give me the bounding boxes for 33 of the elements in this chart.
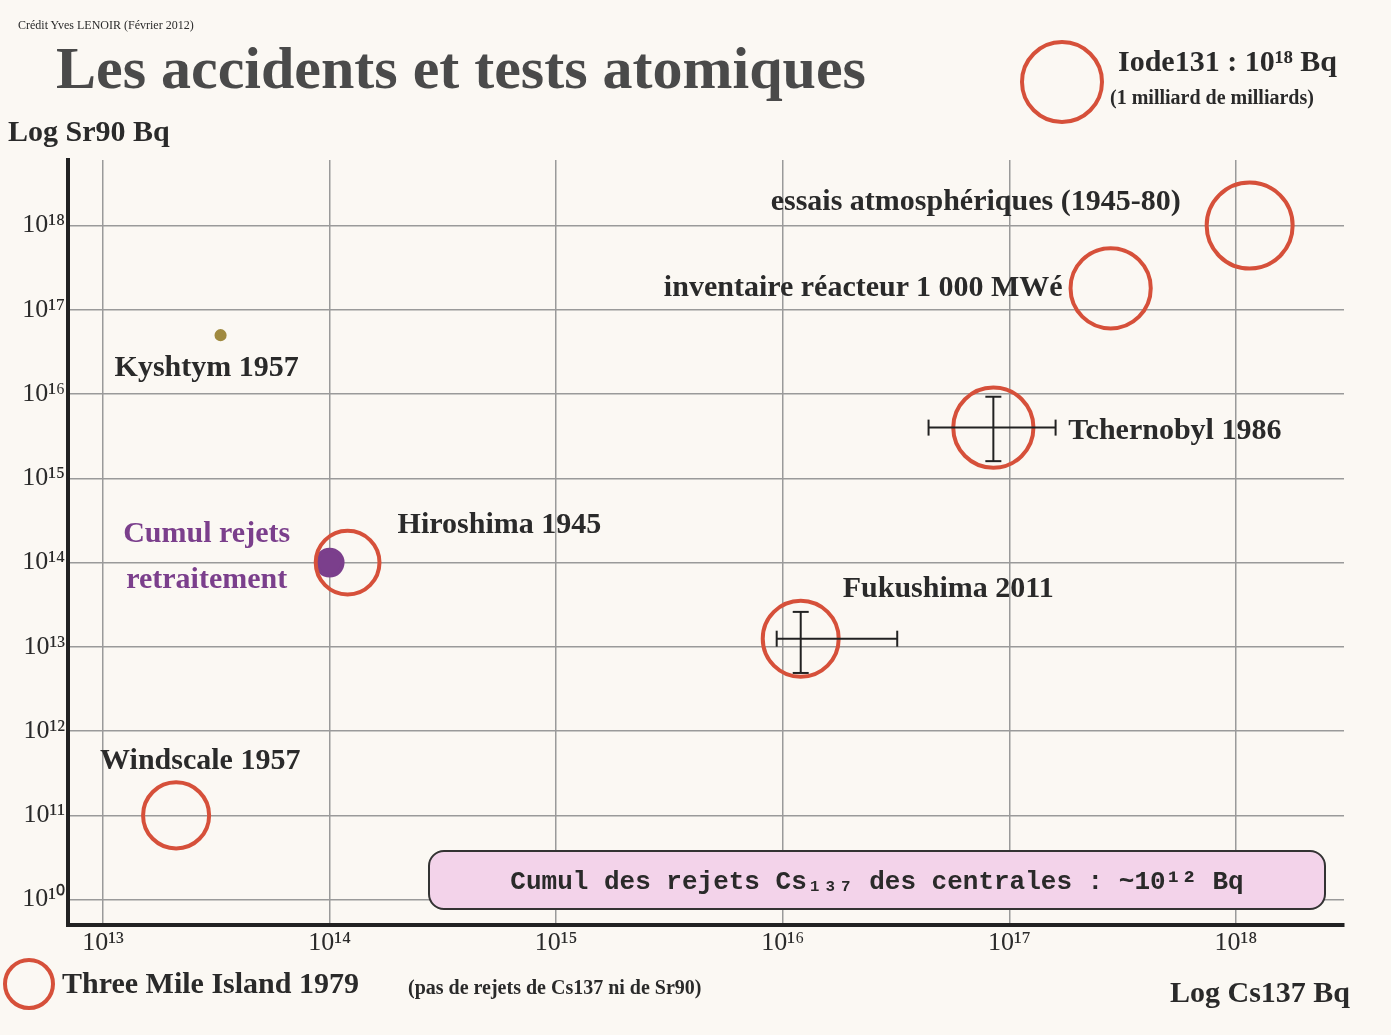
note-box: Cumul des rejets Cs₁₃₇ des centrales : ~10¹² Bq: [428, 850, 1326, 910]
y-tick-label: 10¹⁸: [22, 209, 65, 239]
y-tick-label: 10¹⁶: [22, 377, 65, 407]
text: Crédit Yves LENOIR (Février 2012): [18, 18, 194, 33]
text: Three Mile Island 1979: [62, 966, 359, 1000]
text: (1 milliard de milliards): [1110, 86, 1314, 109]
text: (pas de rejets de Cs137 ni de Sr90): [408, 976, 702, 999]
series-label: Cumul rejets retraitement: [123, 515, 291, 595]
y-tick-label: 10¹⁵: [22, 462, 65, 492]
x-tick-label: 10¹⁷: [987, 927, 1031, 957]
series-label: inventaire réacteur 1 000 MWé: [663, 269, 1063, 303]
annotation: Cumul des rejets Cs₁₃₇ des centrales : ~10¹² Bq: [510, 867, 1244, 897]
x-tick-label: 10¹⁵: [534, 927, 578, 957]
x-tick-label: 10¹⁸: [1214, 927, 1258, 957]
y-tick-label: 10¹⁴: [22, 546, 65, 576]
y-tick-label: 10¹¹: [23, 799, 65, 829]
y-tick-label: 10¹³: [23, 630, 66, 660]
series-label: Windscale 1957: [100, 742, 301, 776]
y-tick-label: 10¹⁰: [22, 883, 65, 913]
text: Iode131 : 10¹⁸ Bq: [1118, 44, 1337, 78]
x-tick-label: 10¹⁴: [308, 927, 352, 957]
x-tick-label: 10¹³: [82, 927, 125, 957]
y-tick-label: 10¹²: [23, 714, 66, 744]
series-label: essais atmosphériques (1945-80): [770, 183, 1181, 218]
x-tick-label: 10¹⁶: [761, 927, 805, 957]
series-label: Fukushima 2011: [842, 570, 1054, 604]
series-label: Tchernobyl 1986: [1068, 412, 1282, 446]
y-axis-title: Log Sr90 Bq: [8, 114, 170, 148]
chart-title: Les accidents et tests atomiques: [56, 34, 866, 103]
x-axis-title: Log Cs137 Bq: [1170, 975, 1351, 1009]
series-label: Kyshtym 1957: [114, 348, 299, 382]
series-label: Hiroshima 1945: [397, 506, 602, 540]
y-tick-label: 10¹⁷: [22, 293, 65, 323]
